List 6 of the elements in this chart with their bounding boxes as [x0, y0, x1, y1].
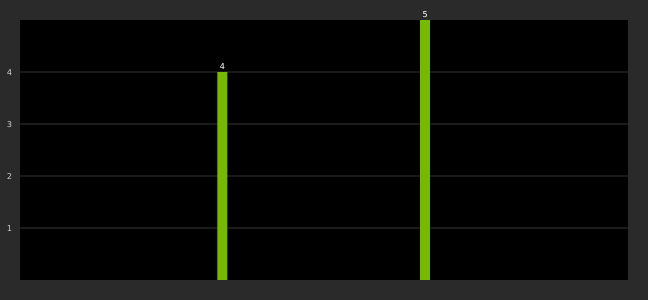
data-label: 4 — [220, 62, 225, 71]
y-tick-label: 3 — [6, 120, 12, 129]
y-tick-label: 4 — [6, 68, 12, 77]
y-tick-label: 1 — [6, 224, 12, 233]
data-label: 5 — [422, 10, 428, 19]
y-tick-label: 2 — [6, 172, 12, 181]
